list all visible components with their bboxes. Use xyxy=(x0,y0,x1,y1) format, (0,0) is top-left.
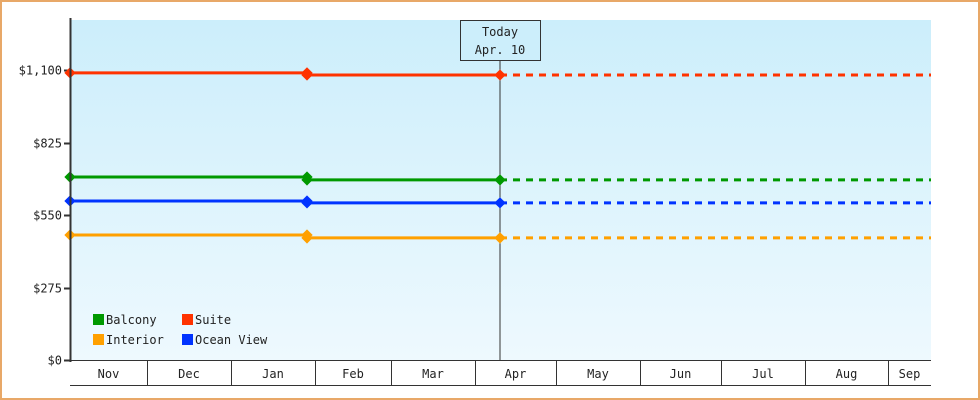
today-date: Apr. 10 xyxy=(475,43,526,57)
x-month-label: Jan xyxy=(262,367,284,381)
x-month-label: May xyxy=(587,367,609,381)
x-month-label: Feb xyxy=(342,367,364,381)
data-point-marker[interactable] xyxy=(494,174,506,186)
legend-item-interior[interactable]: Interior xyxy=(93,333,164,347)
legend-item-suite[interactable]: Suite xyxy=(182,313,231,327)
legend-swatch xyxy=(182,334,193,345)
x-month-label: Dec xyxy=(178,367,200,381)
today-annotation: Today Apr. 10 xyxy=(460,20,541,61)
legend-label: Balcony xyxy=(106,313,157,327)
x-month-label: Jun xyxy=(670,367,692,381)
y-axis-ticks: $0 $275 $550 $825 $1,100 xyxy=(19,64,70,368)
today-label: Today xyxy=(482,25,518,39)
legend-label: Suite xyxy=(195,313,231,327)
legend: Balcony Suite Interior Ocean View xyxy=(93,313,268,347)
x-month-label: Nov xyxy=(98,367,120,381)
legend-swatch xyxy=(93,334,104,345)
y-tick-label: $1,100 xyxy=(19,64,62,78)
legend-item-balcony[interactable]: Balcony xyxy=(93,313,157,327)
data-point-marker[interactable] xyxy=(301,174,313,186)
x-month-label: Mar xyxy=(422,367,444,381)
legend-label: Ocean View xyxy=(195,333,268,347)
legend-swatch xyxy=(93,314,104,325)
legend-label: Interior xyxy=(106,333,164,347)
x-axis: Nov Dec Jan Feb Mar Apr May Jun Jul Aug Sep xyxy=(70,360,931,386)
x-month-label: Sep xyxy=(899,367,921,381)
y-tick-label: $275 xyxy=(33,282,62,296)
data-point-marker[interactable] xyxy=(494,232,506,244)
y-tick-label: $0 xyxy=(48,354,62,368)
x-month-label: Jul xyxy=(752,367,774,381)
data-point-marker[interactable] xyxy=(301,197,313,209)
legend-item-ocean-view[interactable]: Ocean View xyxy=(182,333,268,347)
legend-swatch xyxy=(182,314,193,325)
x-month-label: Aug xyxy=(836,367,858,381)
y-tick-label: $550 xyxy=(33,209,62,223)
y-tick-label: $825 xyxy=(33,137,62,151)
data-point-marker[interactable] xyxy=(494,197,506,209)
x-month-label: Apr xyxy=(505,367,527,381)
data-point-marker[interactable] xyxy=(301,232,313,244)
